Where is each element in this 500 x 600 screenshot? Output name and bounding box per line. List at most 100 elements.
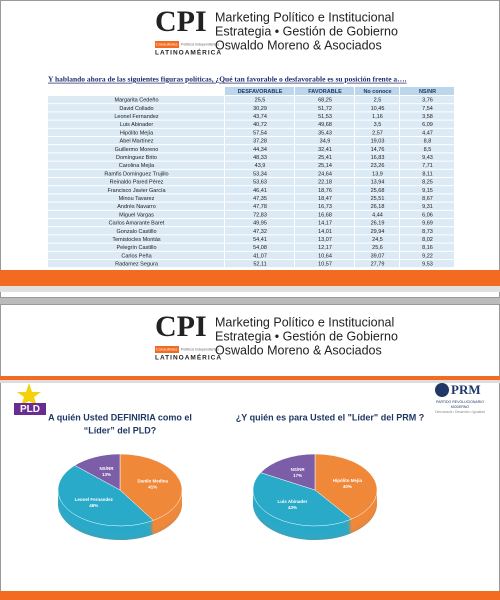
table-cell — [295, 112, 354, 120]
table-cell — [48, 251, 224, 259]
table-cell — [48, 104, 224, 112]
table-cell — [48, 161, 224, 169]
table-cell-text: 8,67 — [422, 196, 433, 202]
table-cell-text: 26,18 — [371, 204, 385, 210]
table-cell-text: Carlos Amarante Baret — [109, 221, 165, 227]
table-cell — [295, 235, 354, 243]
table-cell-text: Pelegrín Castillo — [116, 245, 156, 251]
table-cell-text: 18,47 — [318, 196, 332, 202]
pld-logo: PLD — [20, 404, 40, 415]
table-cell-text: 7,54 — [422, 106, 433, 112]
table-cell-text: Leonel Fernandez — [114, 114, 159, 120]
table-cell-text: Minou Tavarez — [119, 196, 155, 202]
header-line: Estrategia • Gestión de Gobierno — [215, 329, 398, 343]
slice-value: 46% — [89, 503, 98, 508]
table-cell — [48, 120, 224, 128]
table-cell-text: 22,18 — [318, 180, 332, 186]
table-cell-text: 51,53 — [318, 114, 332, 120]
table-cell-text: Domínguez Brito — [116, 155, 157, 161]
table-cell-text: 46,41 — [253, 188, 267, 194]
table-cell — [48, 96, 224, 104]
table-cell-text: Carolina Mejía — [119, 163, 155, 169]
table-cell — [355, 104, 399, 112]
table-cell — [400, 153, 454, 161]
table-cell — [355, 202, 399, 210]
table-header: No conoce — [363, 89, 391, 95]
orange-band — [0, 591, 500, 600]
table-cell — [48, 194, 224, 202]
table-cell-text: 9,22 — [422, 253, 433, 259]
table-cell-text: Guillermo Moreno — [115, 147, 159, 153]
table-cell-text: 24,5 — [372, 237, 383, 243]
header-line: Oswaldo Moreno & Asociados — [215, 38, 382, 52]
pld-box — [14, 403, 46, 415]
table-cell-text: 39,07 — [371, 253, 385, 259]
table-header: FAVORABLE — [308, 89, 342, 95]
table-cell — [400, 161, 454, 169]
table-cell-text: 24,64 — [318, 171, 332, 177]
table-cell — [295, 194, 354, 202]
slice-label: Luis Abinader — [278, 499, 308, 504]
table-cell — [295, 243, 354, 251]
table-cell-text: Luis Abinader — [120, 122, 153, 128]
chart-title: ¿Y quién es para Usted el "Líder" del PR… — [236, 412, 424, 422]
table-cell — [225, 169, 294, 177]
table-header: NS/NR — [419, 89, 436, 95]
table-cell — [355, 112, 399, 120]
table-cell-text: 29,94 — [371, 229, 385, 235]
table-cell — [295, 153, 354, 161]
table-cell — [225, 104, 294, 112]
table-cell — [400, 137, 454, 145]
table-cell-text: 3,5 — [374, 122, 382, 128]
table-cell — [225, 96, 294, 104]
table-cell — [48, 202, 224, 210]
table-cell-text: Reinaldo Pared Pérez — [110, 180, 164, 186]
table-cell-text: 9,69 — [422, 221, 433, 227]
pie-slice — [260, 453, 316, 491]
table-header: DESFAVORABLE — [238, 89, 283, 95]
table-cell — [400, 112, 454, 120]
table-cell-text: 8,16 — [422, 245, 433, 251]
pld-star — [17, 383, 41, 406]
table-cell-text: 8,11 — [422, 171, 432, 177]
table-cell-text: 9,53 — [422, 262, 433, 268]
table-cell — [400, 104, 454, 112]
slice-value: 13% — [102, 472, 111, 477]
table-cell-text: 8,02 — [422, 237, 433, 243]
table-cell-text: 72,83 — [253, 212, 267, 218]
slice-label: NS/NR — [99, 466, 114, 471]
slice-label: Danilo Medina — [137, 479, 168, 484]
table-cell-text: 7,71 — [422, 163, 433, 169]
slice-label: NS/NR — [291, 467, 306, 472]
table-cell-text: 16,83 — [371, 155, 385, 161]
table-cell — [295, 260, 354, 268]
table-cell-text: Gonzalo Castillo — [116, 229, 156, 235]
header-line: Marketing Político e Institucional — [215, 315, 394, 329]
table-cell — [225, 260, 294, 268]
table-cell — [400, 194, 454, 202]
table-cell-text: 9,31 — [422, 204, 433, 210]
table-cell — [400, 219, 454, 227]
table-cell-text: David Collado — [119, 106, 153, 112]
table-cell — [355, 243, 399, 251]
table-cell — [400, 260, 454, 268]
logo-text: CPI — [155, 5, 207, 38]
table-cell — [355, 128, 399, 136]
table-cell-text: 12,17 — [318, 245, 332, 251]
table-cell — [225, 120, 294, 128]
table-cell — [225, 202, 294, 210]
table-cell — [48, 145, 224, 153]
table-cell-text: Hipólito Mejía — [120, 130, 154, 136]
table-cell — [225, 235, 294, 243]
table-cell-text: 54,41 — [253, 237, 267, 243]
table-cell-text: 32,41 — [318, 147, 332, 153]
table-cell-text: Margarita Cedeño — [114, 98, 158, 104]
table-cell-text: 41,07 — [253, 253, 267, 259]
table-cell — [355, 96, 399, 104]
table-cell-text: 34,9 — [320, 139, 331, 145]
table-cell-text: 18,76 — [318, 188, 332, 194]
logo-box — [155, 41, 179, 48]
logo-sub: Políticos Independientes — [181, 42, 219, 46]
table-cell-text: 49,95 — [253, 221, 267, 227]
